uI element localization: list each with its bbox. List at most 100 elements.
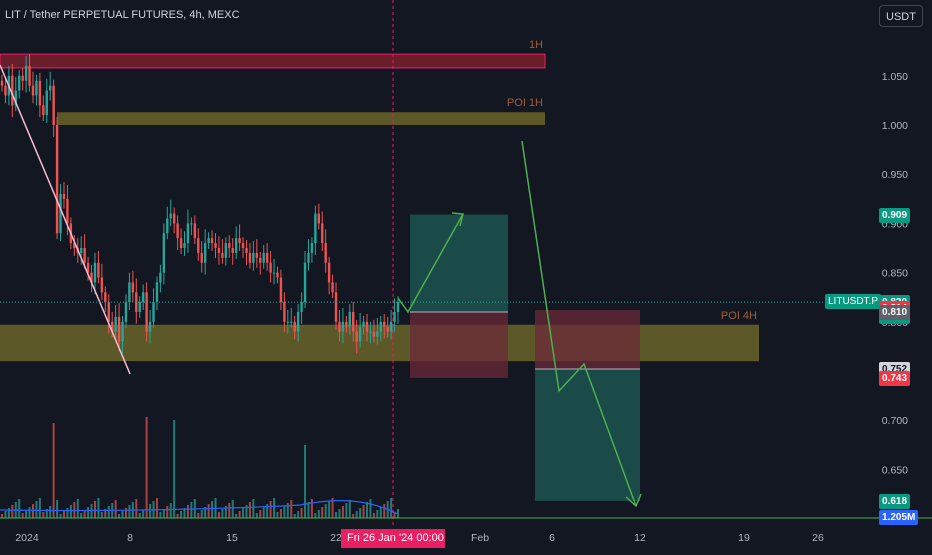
- short-target-box: [535, 369, 640, 501]
- candle-body: [348, 311, 351, 327]
- volume-bar: [59, 514, 62, 518]
- long-stop-box: [410, 311, 508, 378]
- volume-bar: [149, 504, 152, 518]
- candle-body: [52, 85, 55, 125]
- candle-body: [80, 248, 83, 253]
- x-tick-label: 12: [634, 532, 646, 544]
- candle-body: [324, 243, 327, 263]
- price-tag-0-743: 0.743: [879, 370, 911, 386]
- y-tick-label: 0.850: [882, 268, 908, 280]
- volume-bar: [255, 513, 258, 518]
- volume-bar: [118, 514, 121, 518]
- zone-1h: [0, 53, 546, 69]
- y-tick-label: 0.950: [882, 169, 908, 181]
- candle-body: [341, 321, 345, 332]
- volume-bar: [379, 507, 382, 518]
- candle-body: [290, 321, 293, 323]
- volume-bar: [297, 511, 300, 518]
- volume-bar: [204, 507, 207, 518]
- candle-body: [59, 193, 62, 234]
- volume-bar: [304, 445, 307, 518]
- volume-bar: [231, 500, 234, 518]
- candle-body: [379, 321, 382, 332]
- volume-bar: [183, 508, 186, 518]
- volume-bar: [114, 500, 117, 518]
- candle-body: [365, 321, 369, 332]
- volume-bar: [293, 514, 296, 518]
- candle-body: [228, 243, 231, 248]
- candle-body: [321, 223, 324, 244]
- candle-body: [396, 302, 400, 312]
- volume-bar: [359, 508, 362, 518]
- volume-bar: [345, 503, 348, 518]
- volume-bar: [62, 511, 65, 518]
- volume-bar: [269, 501, 272, 518]
- volume-bar: [56, 500, 59, 518]
- volume-bar: [162, 509, 165, 518]
- zone-label: POI 4H: [721, 310, 757, 322]
- volume-bar: [97, 498, 100, 518]
- volume-bar: [369, 499, 372, 518]
- candle-body: [124, 302, 128, 322]
- candle-body: [193, 223, 197, 239]
- x-tick-label: Feb: [471, 532, 489, 544]
- currency-button[interactable]: USDT: [879, 5, 923, 27]
- volume-bar: [138, 513, 141, 518]
- x-tick-label: 15: [226, 532, 238, 544]
- candle-body: [138, 302, 141, 312]
- candle-body: [214, 243, 217, 248]
- x-tick-label: 2024: [15, 532, 39, 544]
- volume-bar: [93, 501, 96, 518]
- volume-bar: [372, 513, 375, 518]
- volume-bar: [155, 498, 158, 518]
- y-tick-label: 0.700: [882, 415, 908, 427]
- candle-body: [73, 243, 76, 248]
- candle-body: [166, 218, 169, 234]
- candle-body: [303, 262, 307, 303]
- candle-body: [117, 316, 121, 342]
- x-tick-label: 26: [812, 532, 824, 544]
- candle-body: [162, 233, 166, 273]
- candle-body: [372, 331, 376, 337]
- volume-bar: [100, 512, 103, 518]
- volume-bar: [355, 511, 358, 518]
- volume-bar: [4, 511, 7, 518]
- candle-body: [296, 311, 300, 332]
- volume-bar: [52, 423, 55, 518]
- volume-bar: [83, 510, 86, 518]
- candle-body: [186, 223, 190, 244]
- volume-bar: [321, 507, 324, 518]
- volume-bar: [135, 499, 138, 518]
- candle-body: [100, 277, 104, 293]
- candle-body: [255, 252, 259, 258]
- volume-bar: [317, 510, 320, 518]
- x-tick-label: 8: [127, 532, 133, 544]
- volume-bar: [124, 508, 127, 518]
- candle-body: [334, 292, 338, 322]
- zone-poi-4h: [0, 324, 759, 362]
- volume-bar: [242, 508, 245, 518]
- candle-body: [245, 248, 248, 253]
- candle-body: [276, 272, 279, 278]
- volume-bar: [169, 503, 172, 518]
- candle-body: [62, 193, 66, 199]
- candle-body: [38, 80, 42, 106]
- volume-bar: [352, 514, 355, 518]
- volume-bar: [38, 498, 41, 518]
- price-tag-0-618: 0.618: [879, 493, 911, 509]
- volume-bar: [328, 501, 331, 518]
- candle-body: [172, 213, 176, 224]
- candle-body: [238, 238, 241, 244]
- x-tick-label: 19: [738, 532, 750, 544]
- candle-body: [327, 262, 331, 283]
- candle-body: [86, 262, 90, 273]
- candle-body: [45, 90, 48, 116]
- volume-bar: [266, 504, 269, 518]
- volume-bar: [107, 506, 110, 518]
- candle-body: [338, 321, 341, 332]
- volume-bar: [159, 512, 162, 518]
- candle-body: [11, 75, 14, 106]
- volume-bar: [228, 503, 231, 518]
